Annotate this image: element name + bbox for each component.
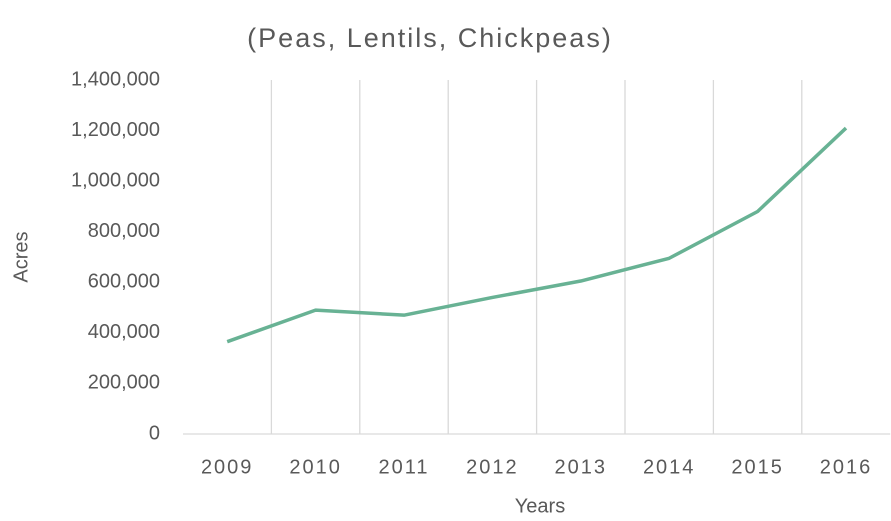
x-tick-label: 2014 (643, 456, 696, 478)
x-axis-label: Years (515, 495, 565, 517)
y-tick-label: 0 (149, 422, 160, 444)
y-tick-label: 600,000 (88, 271, 160, 293)
x-tick-label: 2010 (289, 456, 342, 478)
chart-title: (Peas, Lentils, Chickpeas) (247, 23, 613, 53)
x-tick-label: 2011 (378, 456, 429, 478)
x-tick-label: 2015 (731, 456, 784, 478)
data-line (226, 126, 848, 344)
y-tick-label: 800,000 (88, 220, 160, 242)
y-tick-label: 400,000 (88, 321, 160, 343)
x-tick-label: 2013 (555, 456, 608, 478)
y-tick-label: 1,200,000 (71, 119, 160, 141)
y-tick-label: 1,000,000 (71, 169, 160, 191)
y-tick-label: 200,000 (88, 372, 160, 394)
x-tick-label: 2009 (201, 456, 254, 478)
y-tick-label: 1,400,000 (71, 68, 160, 90)
y-axis-label: Acres (10, 231, 32, 282)
x-tick-label: 2016 (820, 456, 873, 478)
x-tick-label: 2012 (466, 456, 519, 478)
